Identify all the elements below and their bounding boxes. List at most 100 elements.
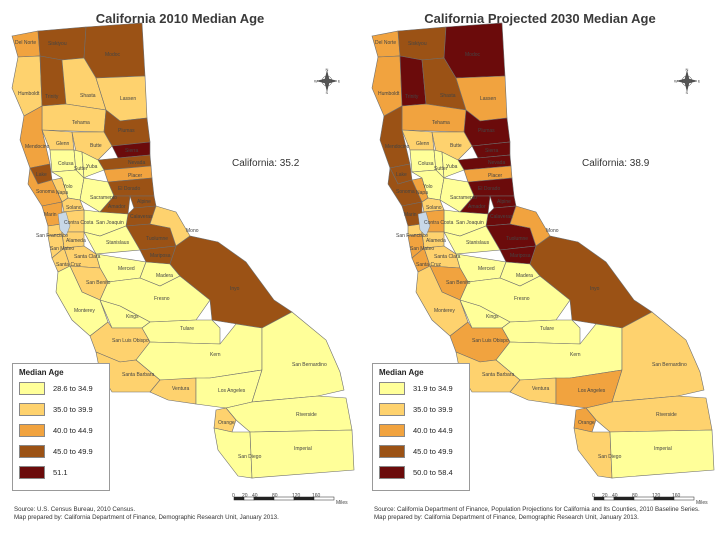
county-label-lake: Lake xyxy=(36,172,47,178)
scale-tick-label: 40 xyxy=(252,493,258,499)
legend-item: 45.0 to 49.9 xyxy=(19,445,107,459)
county-solano xyxy=(421,197,445,213)
county-label-madera: Madera xyxy=(516,273,533,279)
county-label-san-francisco: San Francisco xyxy=(36,233,68,239)
county-san-bernardino xyxy=(611,311,705,403)
county-label-santa-barbara: Santa Barbara xyxy=(122,372,154,378)
scale-tick-label: 20 xyxy=(242,493,248,499)
county-label-sierra: Sierra xyxy=(485,148,499,154)
county-label-tehama: Tehama xyxy=(432,120,450,126)
map-panel-2030: California Projected 2030 Median Age Del… xyxy=(360,0,720,540)
county-label-ventura: Ventura xyxy=(172,386,189,392)
county-label-riverside: Riverside xyxy=(296,412,317,418)
compass-ring xyxy=(321,75,333,87)
county-label-monterey: Monterey xyxy=(74,308,95,314)
county-modoc xyxy=(443,22,506,79)
scale-tick-label: 120 xyxy=(652,493,661,499)
scale-tick-label: 20 xyxy=(602,493,608,499)
county-label-los-angeles: Los Angeles xyxy=(578,388,606,394)
county-label-calaveras: Calaveras xyxy=(490,214,513,220)
county-label-colusa: Colusa xyxy=(418,161,434,167)
county-label-inyo: Inyo xyxy=(230,286,240,292)
county-label-kings: Kings xyxy=(126,314,139,320)
county-label-san-bernardino: San Bernardino xyxy=(652,362,687,368)
scale-bar-graphic xyxy=(233,496,335,501)
county-label-san-joaquin: San Joaquin xyxy=(96,220,124,226)
county-label-sonoma: Sonoma xyxy=(36,189,55,195)
legend-swatch xyxy=(19,424,45,437)
county-label-el-dorado: El Dorado xyxy=(478,186,500,192)
county-label-tehama: Tehama xyxy=(72,120,90,126)
legend-label: 35.0 to 39.9 xyxy=(53,405,93,414)
county-label-sacramento: Sacramento xyxy=(450,195,477,201)
state-median-label: California: 35.2 xyxy=(232,158,300,169)
county-label-contra-costa: Contra Costa xyxy=(424,220,454,226)
county-label-siskiyou: Siskiyou xyxy=(48,41,67,47)
county-label-san-mateo: San Mateo xyxy=(410,246,434,252)
map-title: California 2010 Median Age xyxy=(95,11,265,26)
county-label-ventura: Ventura xyxy=(532,386,549,392)
compass-star xyxy=(676,70,698,92)
compass-star xyxy=(316,70,338,92)
county-label-butte: Butte xyxy=(90,143,102,149)
county-label-alpine: Alpine xyxy=(497,199,511,205)
legend-swatch xyxy=(19,466,45,479)
legend-swatch xyxy=(19,382,45,395)
county-label-el-dorado: El Dorado xyxy=(118,186,140,192)
county-solano xyxy=(61,197,85,213)
county-label-san-diego: San Diego xyxy=(598,454,622,460)
scale-tick-label: 160 xyxy=(672,493,681,499)
county-label-glenn: Glenn xyxy=(416,141,430,147)
county-label-santa-cruz: Santa Cruz xyxy=(416,262,442,268)
scale-tick-label: 40 xyxy=(612,493,618,499)
legend-swatch xyxy=(379,382,405,395)
legend-label: 31.9 to 34.9 xyxy=(413,384,453,393)
county-label-amador: Amador xyxy=(108,204,126,210)
county-label-imperial: Imperial xyxy=(294,446,312,452)
county-label-stanislaus: Stanislaus xyxy=(106,240,130,246)
compass-letter-n: N xyxy=(686,68,689,72)
county-label-sierra: Sierra xyxy=(125,148,139,154)
county-label-glenn: Glenn xyxy=(56,141,70,147)
legend-item: 31.9 to 34.9 xyxy=(379,382,467,396)
scale-tick-label: 0 xyxy=(232,493,235,499)
compass-letter-s: S xyxy=(686,90,689,94)
county-label-merced: Merced xyxy=(478,266,495,272)
county-label-inyo: Inyo xyxy=(590,286,600,292)
county-label-santa-clara: Santa Clara xyxy=(74,254,101,260)
legend-label: 50.0 to 58.4 xyxy=(413,468,453,477)
county-label-shasta: Shasta xyxy=(440,93,456,99)
scale-bar-graphic xyxy=(593,496,695,501)
source-line: Source: U.S. Census Bureau, 2010 Census. xyxy=(14,506,136,513)
county-label-placer: Placer xyxy=(488,173,503,179)
compass-ring xyxy=(681,75,693,87)
county-label-mendocino: Mendocino xyxy=(385,144,410,150)
county-label-nevada: Nevada xyxy=(488,160,505,166)
county-label-plumas: Plumas xyxy=(478,128,495,134)
legend-item: 28.6 to 34.9 xyxy=(19,382,107,396)
county-label-sutter: Sutter xyxy=(74,166,88,172)
county-label-sutter: Sutter xyxy=(434,166,448,172)
county-sacramento xyxy=(79,177,115,213)
compass-letter-s: S xyxy=(326,90,329,94)
county-label-trinity: Trinity xyxy=(405,94,419,100)
source-line: Source: California Department of Finance… xyxy=(374,506,700,513)
county-label-calaveras: Calaveras xyxy=(130,214,153,220)
county-label-merced: Merced xyxy=(118,266,135,272)
county-label-tulare: Tulare xyxy=(540,326,554,332)
county-label-modoc: Modoc xyxy=(465,52,481,58)
legend-item: 40.0 to 44.9 xyxy=(379,424,467,438)
county-orange xyxy=(573,407,597,433)
legend-item: 40.0 to 44.9 xyxy=(19,424,107,438)
county-label-del-norte: Del Norte xyxy=(15,40,36,46)
county-label-monterey: Monterey xyxy=(434,308,455,314)
scale-bar: 0 20 40 80 120 160 Miles xyxy=(230,493,354,509)
scale-tick-label: 80 xyxy=(272,493,278,499)
county-label-san-diego: San Diego xyxy=(238,454,262,460)
county-label-imperial: Imperial xyxy=(654,446,672,452)
county-label-napa: Napa xyxy=(56,190,68,196)
county-label-humboldt: Humboldt xyxy=(18,91,40,97)
county-label-san-benito: San Benito xyxy=(86,280,111,286)
county-label-alpine: Alpine xyxy=(137,199,151,205)
county-label-solano: Solano xyxy=(66,205,82,211)
